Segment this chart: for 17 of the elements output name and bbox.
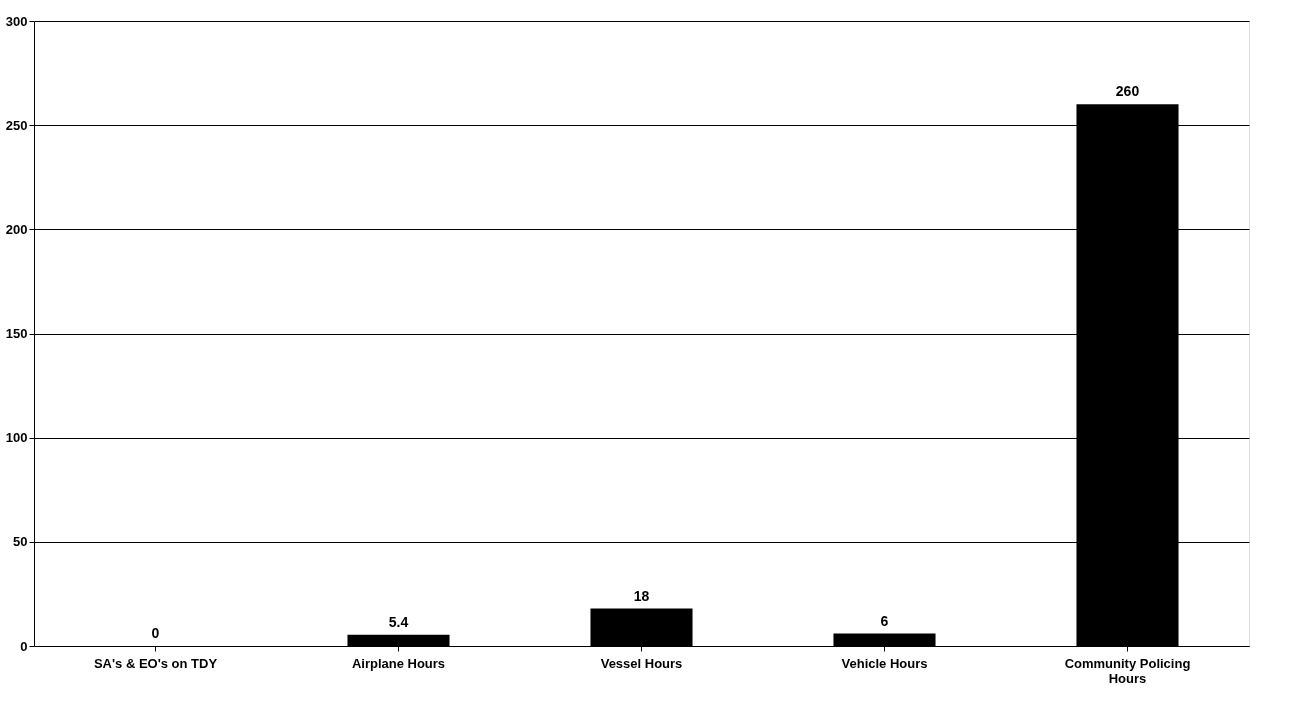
y-tick-label: 250: [5, 117, 28, 133]
x-tick-label: SA's & EO's on TDY: [93, 655, 218, 671]
x-tick-label: Vessel Hours: [600, 655, 683, 671]
data-label: 5.4: [388, 613, 409, 630]
y-tick-label: 150: [5, 326, 28, 341]
y-tick-label: 100: [5, 430, 28, 446]
data-label: 18: [633, 587, 650, 604]
data-label: 260: [1115, 83, 1140, 100]
y-tick-label: 0: [20, 638, 28, 654]
x-tick-label: Community Policing Hours: [1064, 655, 1191, 686]
y-tick-label: 200: [5, 221, 28, 237]
x-tick-label: Airplane Hours: [351, 655, 446, 671]
data-label: 6: [880, 612, 889, 629]
data-label: 0: [151, 625, 160, 641]
y-tick-label: 50: [13, 534, 28, 550]
y-tick-label: 300: [5, 13, 28, 29]
x-tick-label: Vehicle Hours: [841, 655, 928, 671]
